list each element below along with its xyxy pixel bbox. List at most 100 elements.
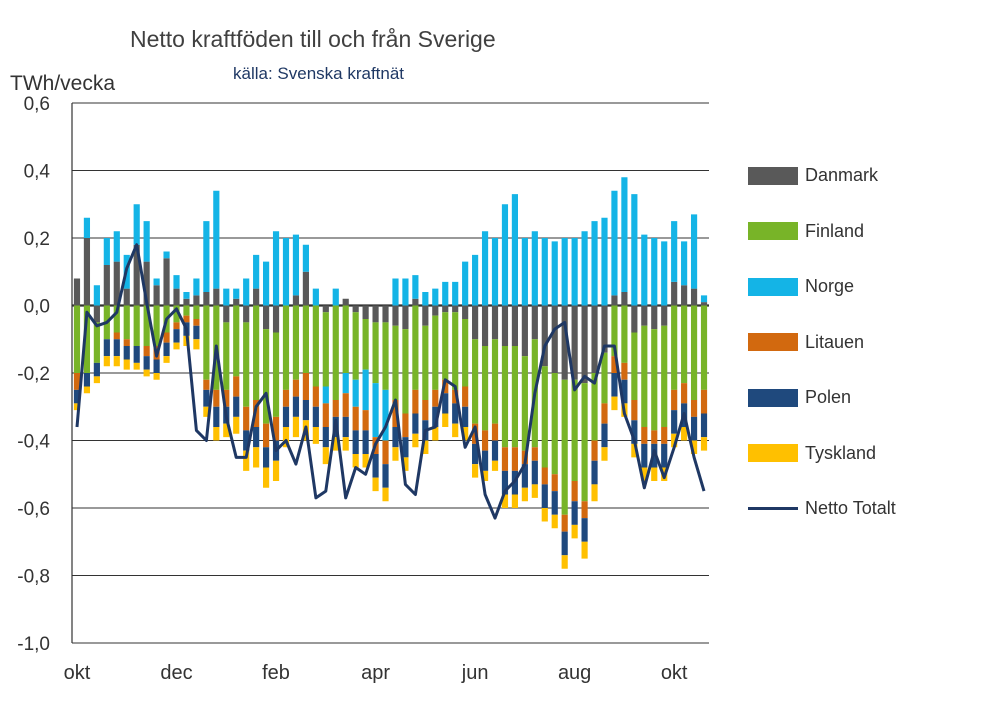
bar-segment-finland	[203, 305, 210, 380]
legend-item-litauen: Litauen	[748, 315, 896, 371]
bar-segment-finland	[422, 325, 429, 400]
bar-segment-norge	[442, 281, 449, 306]
bar-segment-tyskland	[73, 403, 81, 411]
bar-segment-polen	[362, 430, 369, 454]
bar-segment-danmark	[203, 292, 210, 306]
y-tick-label: -0,4	[17, 432, 50, 453]
bar-segment-danmark	[223, 305, 230, 323]
bar-segment-tyskland	[442, 413, 449, 427]
net-total-line	[75, 243, 706, 520]
bar-segment-finland	[472, 339, 479, 424]
bar-segment-litauen	[561, 514, 568, 532]
bar-segment-polen	[402, 437, 409, 458]
bar-segment-danmark	[611, 295, 618, 306]
bar-segment-polen	[611, 373, 618, 397]
bar-segment-tyskland	[412, 433, 419, 448]
bar-segment-norge	[153, 278, 160, 286]
bar-segment-norge	[501, 204, 509, 306]
bar-segment-tyskland	[402, 457, 409, 471]
bar-segment-danmark	[93, 305, 100, 323]
y-tick-label: 0,6	[24, 94, 50, 115]
bar-segment-norge	[163, 251, 170, 259]
bar-segment-litauen	[531, 447, 538, 461]
bar-segment-danmark	[342, 298, 349, 306]
bar-segment-norge	[193, 278, 200, 296]
bar-segment-polen	[282, 406, 290, 427]
bar-segment-danmark	[372, 305, 379, 323]
legend-swatch	[748, 507, 798, 511]
bar-segment-danmark	[442, 305, 449, 313]
bar-segment-litauen	[511, 447, 518, 471]
bar-segment-polen	[501, 470, 509, 495]
bar-segment-finland	[681, 305, 688, 384]
bar-segment-polen	[392, 427, 399, 448]
legend: Danmark Finland Norge Litauen Polen Tyskland N…	[748, 148, 896, 537]
y-tick-label: -0,8	[17, 567, 50, 588]
bar-segment-tyskland	[83, 386, 91, 394]
bar-segment-tyskland	[372, 477, 379, 492]
bar-segment-polen	[591, 460, 598, 485]
bar-segment-polen	[462, 406, 469, 427]
bar-segment-litauen	[432, 389, 439, 407]
bar-segment-norge	[233, 288, 240, 299]
bar-segment-danmark	[651, 305, 658, 330]
bar-segment-polen	[292, 396, 300, 417]
bar-segment-norge	[302, 244, 309, 272]
bar-segment-finland	[641, 325, 648, 427]
bar-segment-danmark	[352, 305, 359, 313]
bar-segment-danmark	[233, 298, 240, 306]
y-tick-label: -0,2	[17, 364, 50, 385]
bar-segment-danmark	[213, 288, 220, 306]
bar-segment-finland	[631, 332, 638, 400]
bar-segment-polen	[163, 342, 170, 357]
bar-segment-polen	[432, 406, 439, 427]
bar-segment-finland	[83, 305, 91, 373]
bar-segment-danmark	[133, 244, 140, 306]
bar-segment-danmark	[472, 305, 479, 340]
bar-segment-litauen	[173, 322, 180, 330]
bar-segment-norge	[83, 217, 91, 238]
bar-segment-polen	[73, 389, 81, 404]
bar-segment-danmark	[601, 305, 608, 353]
bar-segment-finland	[591, 373, 598, 441]
bar-segment-norge	[511, 194, 518, 306]
bar-segment-danmark	[243, 305, 250, 323]
bar-segment-norge	[372, 383, 379, 438]
bar-segment-finland	[123, 305, 130, 340]
bar-segment-polen	[631, 420, 638, 444]
bar-segment-finland	[292, 305, 300, 380]
bar-segment-norge	[282, 238, 290, 306]
bar-segment-polen	[551, 491, 558, 515]
bar-segment-finland	[700, 305, 708, 390]
bar-segment-litauen	[541, 467, 548, 485]
bar-segment-litauen	[581, 501, 588, 519]
bar-segment-norge	[203, 221, 210, 292]
bar-segment-tyskland	[213, 427, 220, 441]
bar-segment-norge	[601, 217, 608, 306]
bar-segment-danmark	[432, 305, 439, 316]
bar-segment-polen	[352, 430, 359, 454]
bar-segment-litauen	[422, 400, 429, 421]
bar-segment-finland	[332, 305, 339, 400]
bar-segment-tyskland	[491, 460, 499, 471]
bar-segment-polen	[690, 416, 698, 441]
bar-segment-danmark	[302, 271, 309, 306]
y-tick-label: -0,6	[17, 499, 50, 520]
bar-segment-polen	[342, 416, 349, 438]
bar-segment-danmark	[541, 305, 548, 367]
bar-segment-polen	[481, 450, 489, 471]
bar-segment-finland	[452, 312, 459, 390]
bar-segment-polen	[571, 501, 578, 525]
bar-segment-norge	[332, 288, 339, 306]
bar-segment-litauen	[272, 416, 280, 441]
bar-segment-tyskland	[700, 437, 708, 451]
bar-segment-danmark	[621, 292, 628, 306]
bar-segment-finland	[263, 329, 270, 424]
bar-segment-finland	[551, 373, 558, 475]
bar-segment-tyskland	[581, 541, 588, 559]
bar-segment-danmark	[452, 305, 459, 313]
bar-segment-litauen	[392, 400, 399, 427]
bar-segment-danmark	[561, 305, 568, 380]
bar-segment-finland	[462, 319, 469, 387]
